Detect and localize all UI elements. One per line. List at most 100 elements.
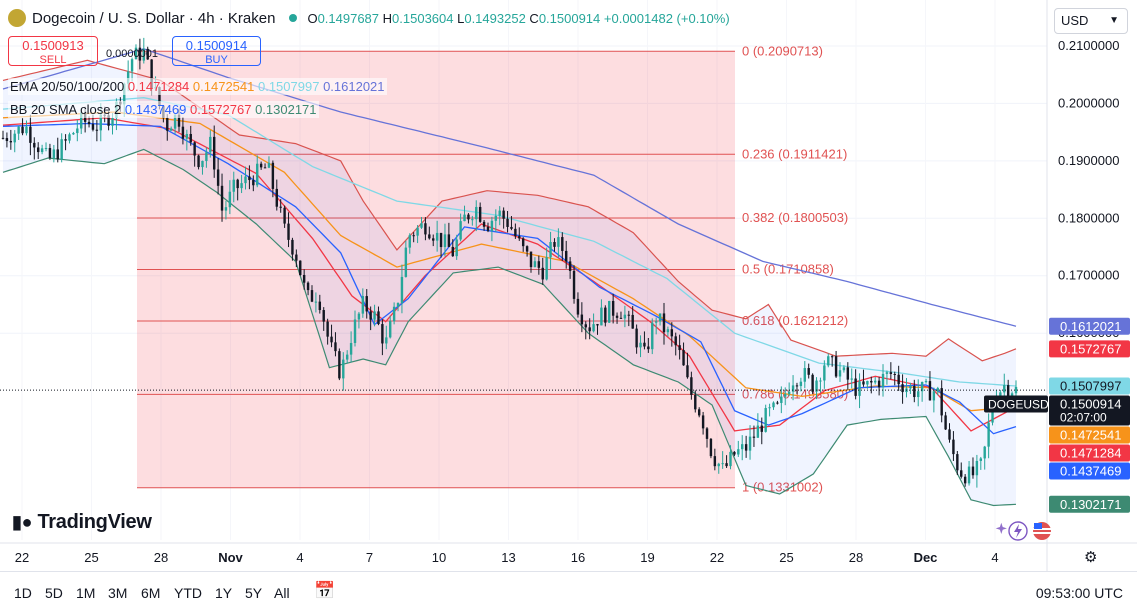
candle-body xyxy=(33,142,36,148)
candle-body xyxy=(373,311,376,320)
candle-body xyxy=(514,228,517,237)
candle-body xyxy=(901,384,904,393)
bb-basis-value: 0.1437469 xyxy=(124,102,187,117)
candle-body xyxy=(228,191,232,208)
candle-body xyxy=(353,319,357,343)
candle-body xyxy=(48,148,52,158)
fib-label: 0.236 (0.1911421) xyxy=(742,146,847,161)
range-5d[interactable]: 5D xyxy=(45,585,63,601)
candle-body xyxy=(784,394,787,397)
candle-body xyxy=(279,206,282,208)
candle-body xyxy=(25,126,28,134)
candle-body xyxy=(932,391,936,401)
bb-legend-label: BB 20 SMA close 2 xyxy=(10,102,122,117)
sell-button[interactable]: 0.1500913 SELL xyxy=(8,36,98,66)
tv-logo-icon: ▮● xyxy=(12,512,33,532)
candle-body xyxy=(928,381,932,401)
candle-body xyxy=(866,380,869,385)
candle-body xyxy=(490,220,494,231)
candle-body xyxy=(772,402,775,408)
range-all[interactable]: All xyxy=(274,585,290,601)
price-chart[interactable]: 0 (0.2090713) 0.236 (0.1911421) 0.382 (0.1… xyxy=(0,0,1137,571)
candle-body xyxy=(177,114,181,127)
candle-body xyxy=(576,298,580,315)
candle-body xyxy=(545,257,548,280)
ema-100-value: 0.1507997 xyxy=(257,79,320,94)
candle-body xyxy=(654,321,658,323)
candle-body xyxy=(185,133,189,139)
range-ytd[interactable]: YTD xyxy=(174,585,202,601)
candle-body xyxy=(780,396,783,403)
candle-body xyxy=(1010,393,1014,397)
candle-body xyxy=(52,149,56,158)
y-tick-label: 0.1800000 xyxy=(1058,210,1119,225)
bb-legend[interactable]: BB 20 SMA close 2 0.1437469 0.1572767 0.… xyxy=(8,101,319,118)
candle-body xyxy=(361,296,365,314)
candle-body xyxy=(944,415,947,430)
candle-body xyxy=(952,439,955,455)
candle-body xyxy=(365,296,368,312)
candle-body xyxy=(588,327,591,332)
compare-range-icon[interactable]: 📅 xyxy=(314,581,336,600)
symbol-tag-box xyxy=(984,395,1048,413)
candle-body xyxy=(682,350,685,366)
candle-body xyxy=(463,214,466,222)
ema-50-value: 0.1472541 xyxy=(192,79,255,94)
buy-button[interactable]: 0.1500914 BUY xyxy=(172,36,261,66)
candle-body xyxy=(948,429,951,440)
ema-legend[interactable]: EMA 20/50/100/200 0.1471284 0.1472541 0.… xyxy=(8,78,387,95)
range-6m[interactable]: 6M xyxy=(141,585,161,601)
x-tick-label: 22 xyxy=(710,550,724,565)
candle-body xyxy=(232,179,235,192)
range-1d[interactable]: 1D xyxy=(14,585,32,601)
symbol-title[interactable]: Dogecoin / U. S. Dollar · 4h · Kraken xyxy=(32,9,276,27)
time-axis: 22 25 28 Nov 4 7 10 13 16 19 22 25 28 Dec 4 xyxy=(0,542,1137,565)
candle-body xyxy=(220,185,224,211)
candle-body xyxy=(451,246,454,257)
candle-body xyxy=(263,167,267,169)
candle-body xyxy=(608,300,611,323)
gear-icon[interactable]: ⚙ xyxy=(1084,549,1098,566)
ema-50-line xyxy=(2,111,1017,412)
candle-body xyxy=(1003,385,1006,393)
range-1m[interactable]: 1M xyxy=(76,585,96,601)
candle-body xyxy=(729,451,732,467)
candle-body xyxy=(134,47,138,60)
bb-upper-value: 0.1572767 xyxy=(189,102,252,117)
candle-body xyxy=(846,367,850,380)
x-tick-label: 7 xyxy=(366,550,373,565)
candle-body xyxy=(130,59,134,72)
candle-body xyxy=(658,313,662,322)
candle-body xyxy=(295,254,298,261)
candle-body xyxy=(936,388,939,392)
price-axis-labels: 0.1612021 0.1572767 0.1507997 0.150091402:0… xyxy=(984,317,1130,513)
candle-body xyxy=(1,137,5,139)
lightning-glyph xyxy=(1014,524,1022,538)
x-tick-label: 4 xyxy=(991,550,998,565)
symbol-header[interactable]: Dogecoin / U. S. Dollar · 4h · Kraken O0… xyxy=(8,9,730,27)
candle-body xyxy=(240,183,243,189)
range-1y[interactable]: 1Y xyxy=(215,585,233,601)
range-3m[interactable]: 3M xyxy=(108,585,128,601)
currency-select[interactable]: USD ▼ xyxy=(1054,8,1128,34)
candle-body xyxy=(643,342,646,347)
utc-clock[interactable]: 09:53:00 UTC xyxy=(1035,585,1123,601)
candle-body xyxy=(478,206,482,222)
y-tick-label: 0.2100000 xyxy=(1058,38,1119,53)
candle-body xyxy=(619,317,623,319)
candle-body xyxy=(807,368,810,375)
candle-body xyxy=(80,112,83,129)
candle-body xyxy=(815,380,818,392)
candle-body xyxy=(631,314,634,329)
candle-body xyxy=(666,329,670,333)
price-label-text: 0.1612021 xyxy=(1060,319,1121,334)
candle-body xyxy=(529,251,533,268)
candle-body xyxy=(705,428,709,439)
candle-body xyxy=(678,345,681,351)
candle-body xyxy=(287,223,290,240)
fib-label: 1 (0.1331002) xyxy=(742,480,823,495)
range-5y[interactable]: 5Y xyxy=(245,585,263,601)
candle-body xyxy=(271,162,275,189)
x-tick-label: 13 xyxy=(501,550,515,565)
candle-body xyxy=(639,342,642,348)
